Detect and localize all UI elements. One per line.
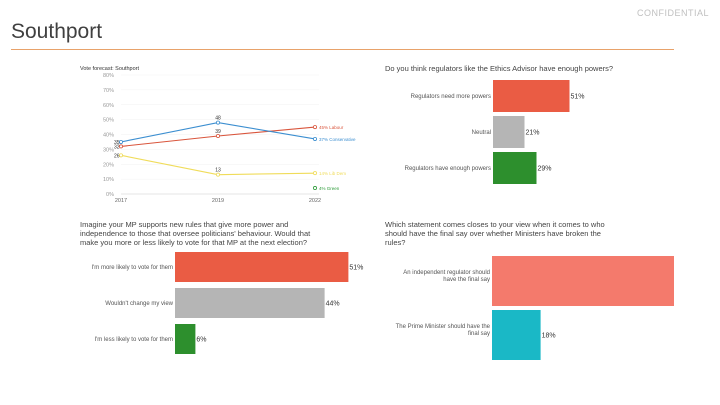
data-point (119, 153, 124, 158)
data-label: 26 (114, 153, 120, 159)
bar-category-label: I'm less likely to vote for them (94, 337, 173, 343)
data-point (312, 186, 317, 191)
data-point (312, 171, 317, 176)
data-point (215, 120, 220, 125)
bar-value-label: 6% (196, 337, 206, 344)
y-tick-label: 0% (106, 192, 114, 198)
bar-value-label: 21% (526, 130, 540, 137)
bar (493, 116, 525, 148)
y-tick-label: 20% (103, 162, 114, 168)
data-label: 32 (114, 144, 120, 150)
bar (493, 152, 537, 184)
bar (175, 288, 325, 318)
data-label: 48 (215, 116, 221, 122)
data-point (312, 136, 317, 141)
final-say-question: Which statement comes closes to your vie… (385, 220, 605, 247)
bar-category-label: Neutral (472, 130, 491, 136)
y-tick-label: 80% (103, 73, 114, 79)
series-end-label: 4% Green (319, 186, 340, 191)
vote-forecast-panel: Vote forecast: Southport 0% 10% 20% 30% 40% 50… (60, 62, 370, 208)
bar-category-label: I'm more likely to vote for them (91, 265, 173, 271)
y-tick-label: 10% (103, 177, 114, 183)
y-tick-label: 50% (103, 118, 114, 124)
bar-value-label: 18% (542, 333, 556, 340)
x-tick-label: 2019 (212, 198, 224, 204)
bar-category-label: Regulators have enough powers (405, 166, 491, 172)
title-divider (11, 49, 674, 50)
series-end-label: 37% Conservative (319, 137, 356, 142)
slide-title: Southport (11, 20, 103, 43)
regulators-powers-panel: Do you think regulators like the Ethics … (384, 62, 674, 192)
bar-value-label: 44% (326, 301, 340, 308)
y-tick-label: 60% (103, 103, 114, 109)
data-point (312, 125, 317, 130)
mp-support-chart: I'm more likely to vote for them 51% Would… (91, 252, 363, 354)
data-point (119, 139, 124, 144)
regulators-powers-chart: Regulators need more powers 51% Neutral 21%… (405, 80, 585, 184)
bar (493, 80, 570, 112)
data-point (215, 133, 220, 138)
data-point (215, 172, 220, 177)
y-tick-label: 30% (103, 147, 114, 153)
bar (492, 310, 541, 360)
mp-support-panel: Imagine your MP supports new rules that … (79, 218, 369, 363)
y-tick-label: 40% (103, 133, 114, 139)
data-point (119, 144, 124, 149)
data-label: 35 (114, 140, 120, 146)
bar (175, 324, 196, 354)
vote-forecast-title: Vote forecast: Southport (80, 66, 139, 72)
bar-category-label: An independent regulator should have the … (403, 270, 490, 283)
bar-value-label: 51% (571, 94, 585, 101)
vote-forecast-chart: Vote forecast: Southport 0% 10% 20% 30% 40% 50… (80, 66, 356, 204)
y-tick-label: 70% (103, 88, 114, 94)
regulators-powers-question: Do you think regulators like the Ethics … (385, 64, 614, 73)
bar (175, 252, 349, 282)
final-say-chart: An independent regulator should have the … (396, 256, 674, 360)
bar-category-label: Regulators need more powers (411, 94, 491, 100)
series-end-label: 14% Lib Dem (319, 171, 346, 176)
data-label: 13 (215, 168, 221, 174)
mp-support-question: Imagine your MP supports new rules that … (80, 220, 311, 247)
series-end-label: 45% Labour (319, 125, 344, 130)
bar-category-label: The Prime Minister should have the final … (396, 324, 491, 337)
x-tick-label: 2022 (309, 198, 321, 204)
x-tick-label: 2017 (115, 198, 127, 204)
final-say-panel: Which statement comes closes to your vie… (384, 218, 674, 363)
bar (492, 256, 674, 306)
data-label: 39 (215, 129, 221, 135)
bar-category-label: Wouldn't change my view (105, 301, 173, 307)
confidential-label: CONFIDENTIAL (636, 8, 709, 18)
bar-value-label: 29% (538, 166, 552, 173)
bar-value-label: 51% (349, 265, 363, 272)
